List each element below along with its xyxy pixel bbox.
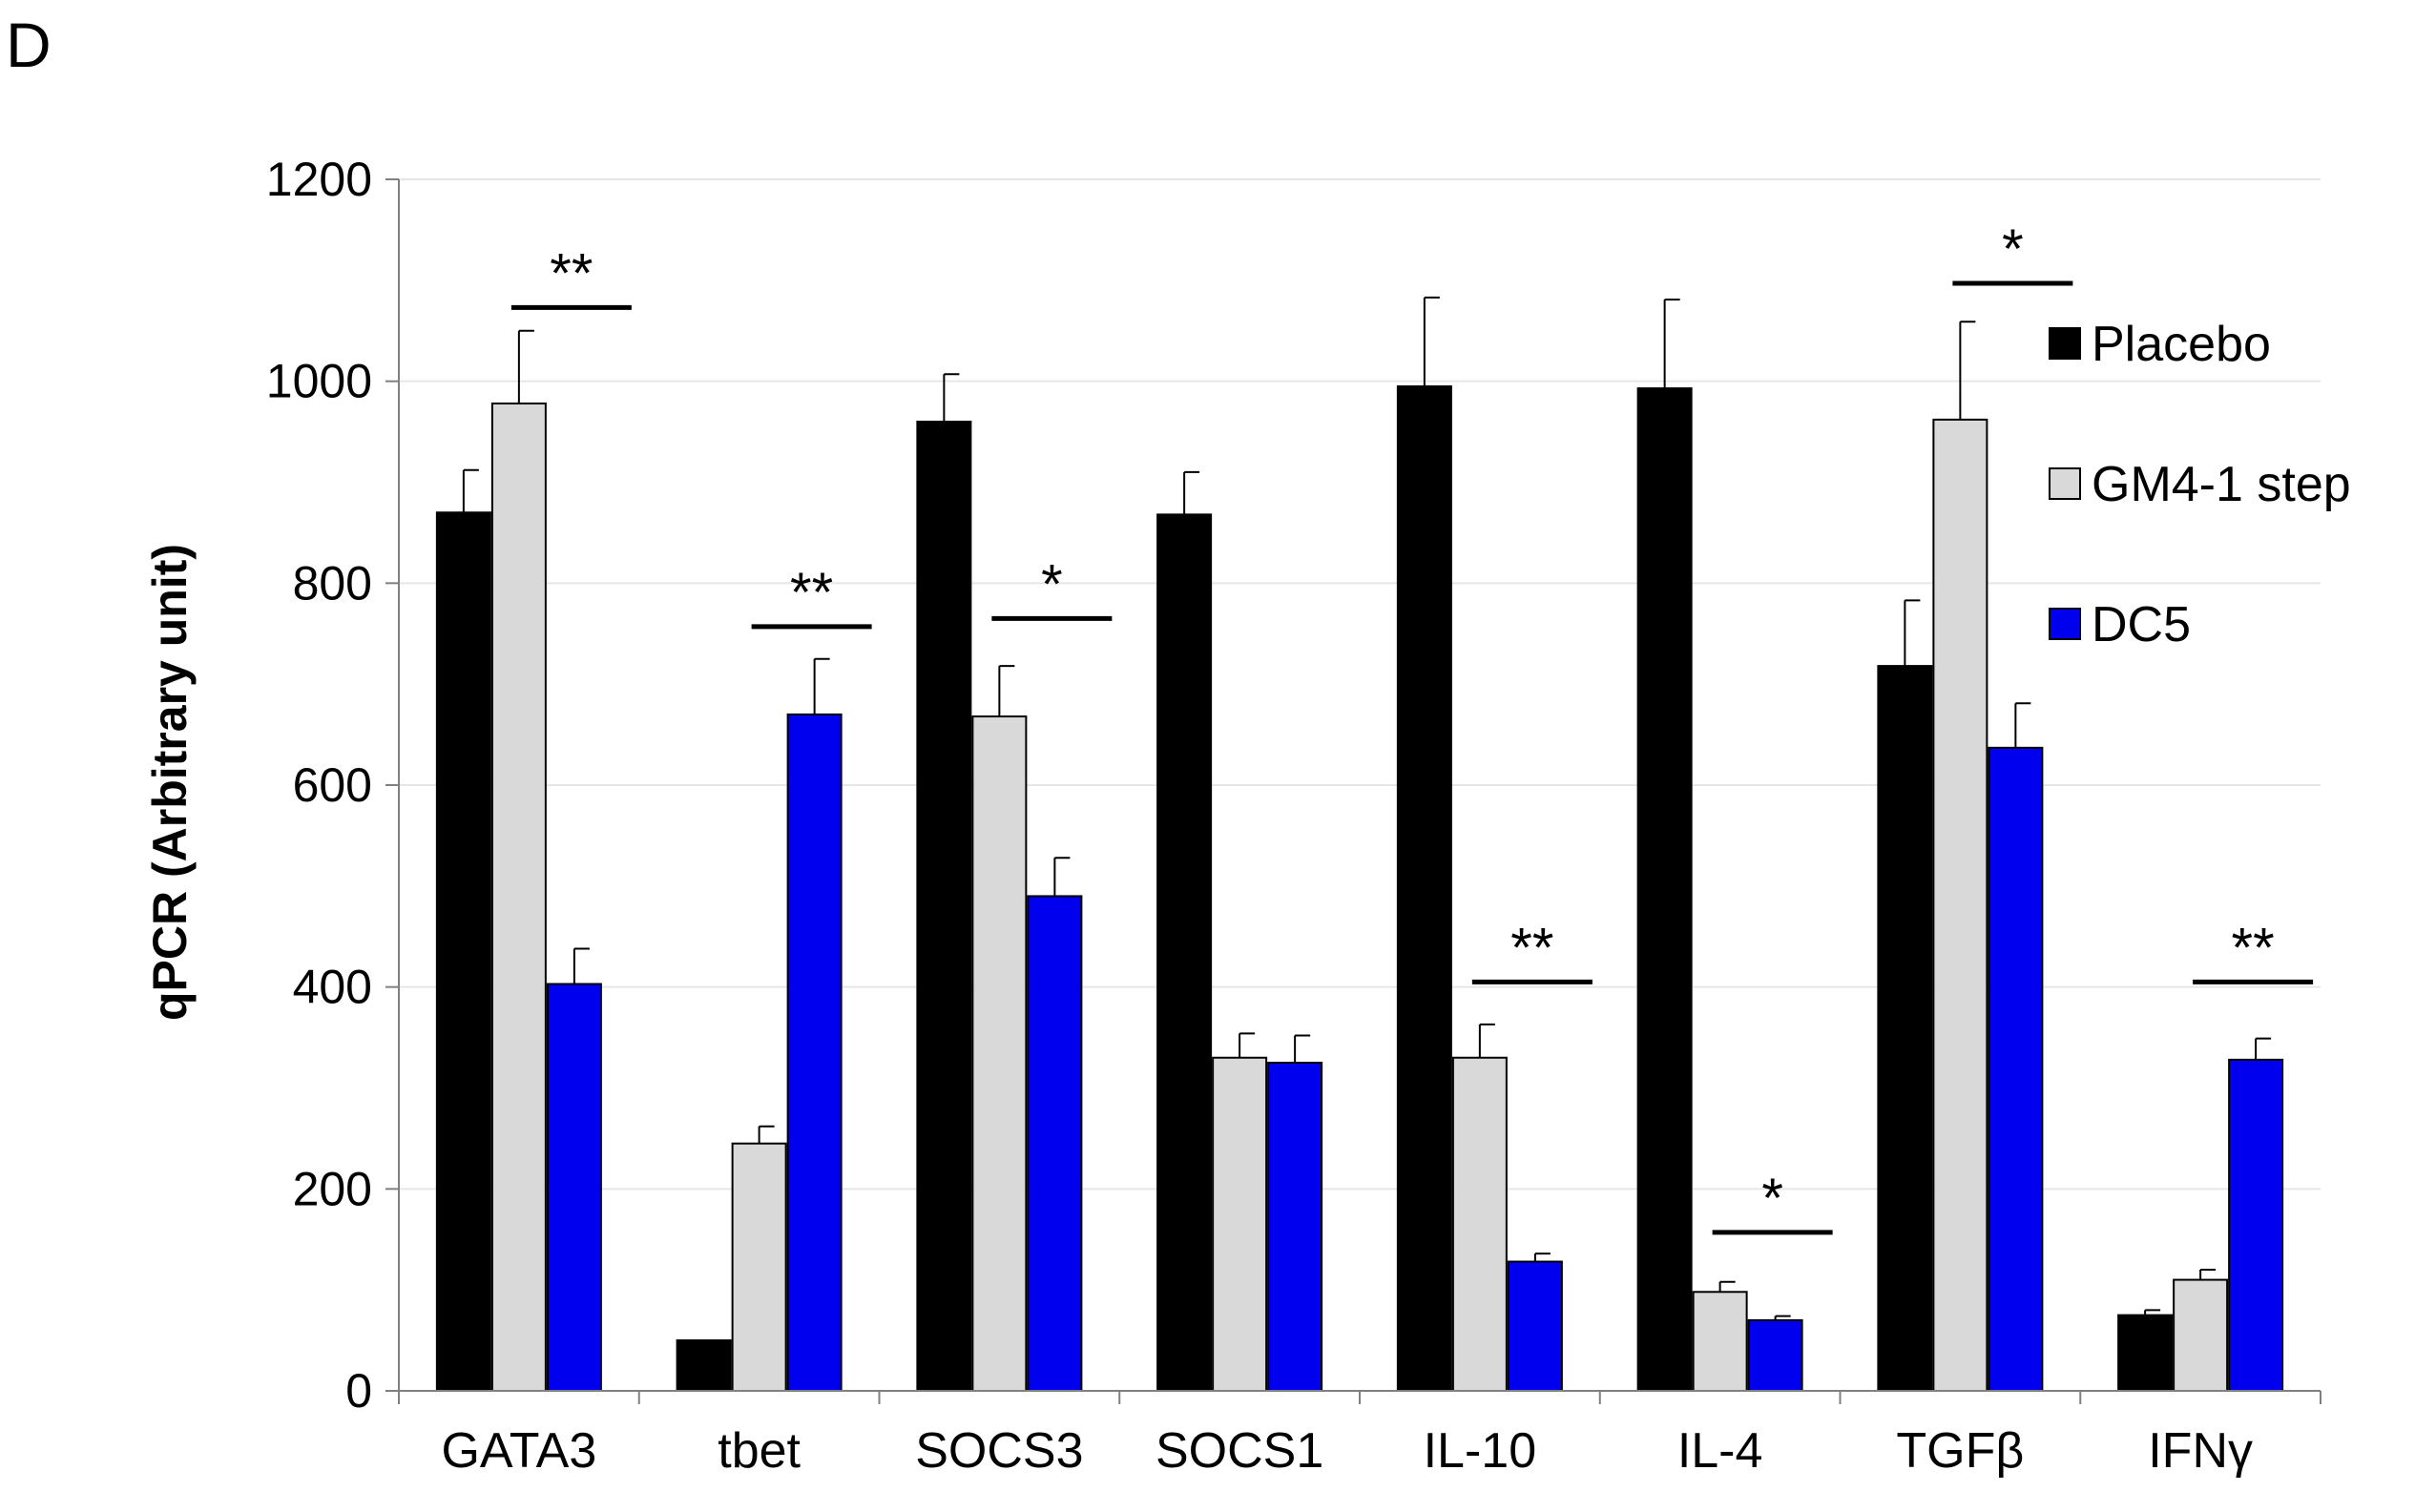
y-tick-label: 1000 xyxy=(266,355,372,408)
significance-label: * xyxy=(1761,1168,1783,1230)
legend-swatch xyxy=(2049,327,2081,360)
bar xyxy=(1877,665,1933,1392)
legend-label: GM4-1 step xyxy=(2092,457,2351,512)
x-tick-label: IFNγ xyxy=(2148,1423,2253,1479)
legend-label: Placebo xyxy=(2092,317,2271,372)
significance-label: * xyxy=(2002,218,2024,280)
significance-label: ** xyxy=(2232,917,2275,979)
bar xyxy=(786,713,843,1392)
bar xyxy=(731,1142,787,1393)
bar xyxy=(1396,384,1452,1392)
bar xyxy=(676,1339,732,1393)
bar xyxy=(1156,513,1213,1392)
bar xyxy=(916,421,972,1392)
significance-label: ** xyxy=(550,242,593,304)
axes: 0 200 400 600 800 1000 1200 GATA3 tbet SOCS3 SOCS1… xyxy=(266,153,2321,1479)
x-tick-label: SOCS3 xyxy=(915,1423,1083,1479)
x-tick-label: TGFβ xyxy=(1896,1423,2024,1479)
x-tick-label: tbet xyxy=(718,1423,801,1479)
bars xyxy=(435,296,2284,1393)
bar xyxy=(971,715,1028,1392)
bar xyxy=(1451,1056,1508,1392)
legend: Placebo GM4-1 step DC5 xyxy=(2049,317,2351,652)
bar xyxy=(2117,1314,2174,1392)
y-axis-label: qPCR (Arbitrary unit) xyxy=(143,544,197,1021)
x-tick-label: IL-10 xyxy=(1424,1423,1537,1479)
bar xyxy=(1692,1291,1748,1392)
bar xyxy=(490,402,547,1393)
legend-swatch xyxy=(2049,467,2081,500)
bar xyxy=(1636,387,1693,1393)
y-tick-label: 1200 xyxy=(266,153,372,206)
significance-label: ** xyxy=(1510,917,1553,979)
bar xyxy=(435,511,491,1392)
panel-label: D xyxy=(6,10,52,80)
significance-label: * xyxy=(1041,553,1063,615)
bar xyxy=(546,983,602,1393)
bar xyxy=(1932,418,1988,1392)
bar xyxy=(1747,1318,1803,1392)
bar xyxy=(1507,1260,1563,1392)
y-tick-label: 400 xyxy=(293,961,372,1014)
y-tick-label: 800 xyxy=(293,556,372,610)
y-tick-label: 200 xyxy=(293,1162,372,1215)
bar xyxy=(2173,1278,2229,1393)
bar xyxy=(1267,1062,1323,1392)
bar xyxy=(1027,895,1083,1392)
bar xyxy=(1212,1056,1268,1392)
legend-swatch xyxy=(2049,608,2081,640)
y-tick-label: 0 xyxy=(345,1364,372,1418)
x-tick-label: SOCS1 xyxy=(1155,1423,1323,1479)
bar xyxy=(1988,746,2044,1392)
x-tick-label: IL-4 xyxy=(1677,1423,1763,1479)
significance-markers: **** ******* xyxy=(510,218,2314,1235)
bar xyxy=(2228,1058,2284,1393)
y-tick-label: 600 xyxy=(293,758,372,812)
legend-label: DC5 xyxy=(2092,597,2191,652)
x-tick-label: GATA3 xyxy=(441,1423,596,1479)
significance-label: ** xyxy=(790,562,833,624)
